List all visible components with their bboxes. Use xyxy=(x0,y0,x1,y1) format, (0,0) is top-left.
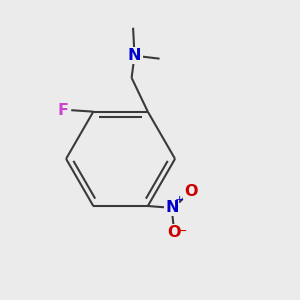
Text: −: − xyxy=(177,225,187,238)
Text: O: O xyxy=(184,184,198,199)
Text: N: N xyxy=(166,200,179,215)
Text: O: O xyxy=(167,225,181,240)
Text: N: N xyxy=(128,48,141,63)
Text: F: F xyxy=(58,103,69,118)
Text: +: + xyxy=(175,195,184,205)
